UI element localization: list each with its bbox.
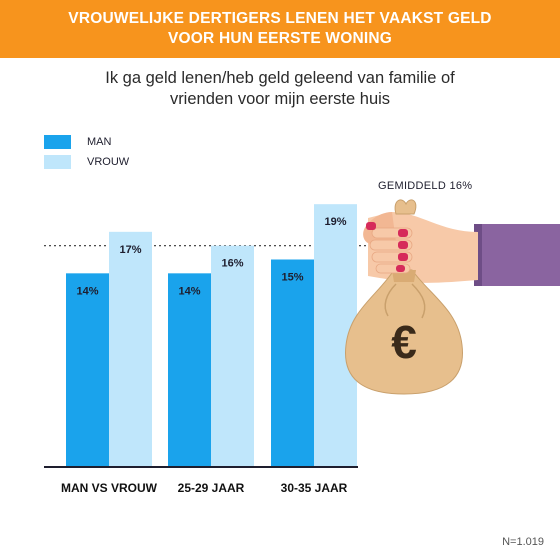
bar-man-2 [271, 259, 314, 467]
bar-value-label: 14% [76, 285, 98, 297]
bar-value-label: 14% [178, 285, 200, 297]
bars-group: 14% 17% 14% 16% 15% 19% [66, 204, 357, 467]
category-label: MAN VS VROUW [61, 481, 158, 495]
money-bag-fold-right [411, 283, 426, 319]
sample-size-note: N=1.019 [502, 536, 544, 548]
nail-2 [398, 241, 408, 249]
bar-man-0 [66, 273, 109, 467]
thumb-nail [366, 222, 376, 230]
money-bag-body [345, 269, 463, 395]
category-labels: MAN VS VROUW 25-29 JAAR 30-35 JAAR [61, 481, 348, 495]
legend-item-man: MAN [44, 135, 111, 149]
euro-icon: € [391, 316, 417, 368]
header-banner: VROUWELIJKE DERTIGERS LENEN HET VAAKST G… [0, 0, 560, 58]
bar-vrouw-0 [109, 231, 152, 467]
money-bag-top [394, 199, 417, 215]
category-label: 30-35 JAAR [281, 481, 348, 495]
bar-value-label: 16% [221, 258, 243, 270]
nail-1 [398, 229, 408, 237]
chart-subtitle: Ik ga geld lenen/heb geld geleend van fa… [40, 68, 520, 110]
nail-3 [398, 253, 408, 261]
money-bag-fold [384, 283, 397, 317]
subtitle-line2: vrienden voor mijn eerste huis [169, 90, 391, 108]
legend-swatch-vrouw [44, 155, 71, 169]
bar-man-1 [168, 273, 211, 467]
bar-value-label: 17% [119, 244, 141, 256]
legend-swatch-man [44, 135, 71, 149]
header-title-line1: VROUWELIJKE DERTIGERS LENEN HET VAAKST G… [68, 10, 492, 27]
category-label: 25-29 JAAR [178, 481, 245, 495]
sleeve-shape [478, 224, 560, 286]
legend-item-vrouw: VROUW [44, 155, 129, 169]
bar-value-label: 15% [281, 272, 303, 284]
bar-value-label: 19% [324, 216, 346, 228]
header-title-line2: VOOR HUN EERSTE WONING [168, 30, 392, 47]
average-line-label: GEMIDDELD 16% [378, 180, 473, 192]
bar-vrouw-1 [211, 245, 254, 467]
subtitle-line1: Ik ga geld lenen/heb geld geleend van fa… [105, 69, 455, 87]
hand-holding-money-bag-icon: € [345, 199, 560, 395]
nail-4 [396, 265, 405, 272]
legend-label-man: MAN [87, 136, 112, 148]
legend-label-vrouw: VROUW [87, 156, 130, 168]
